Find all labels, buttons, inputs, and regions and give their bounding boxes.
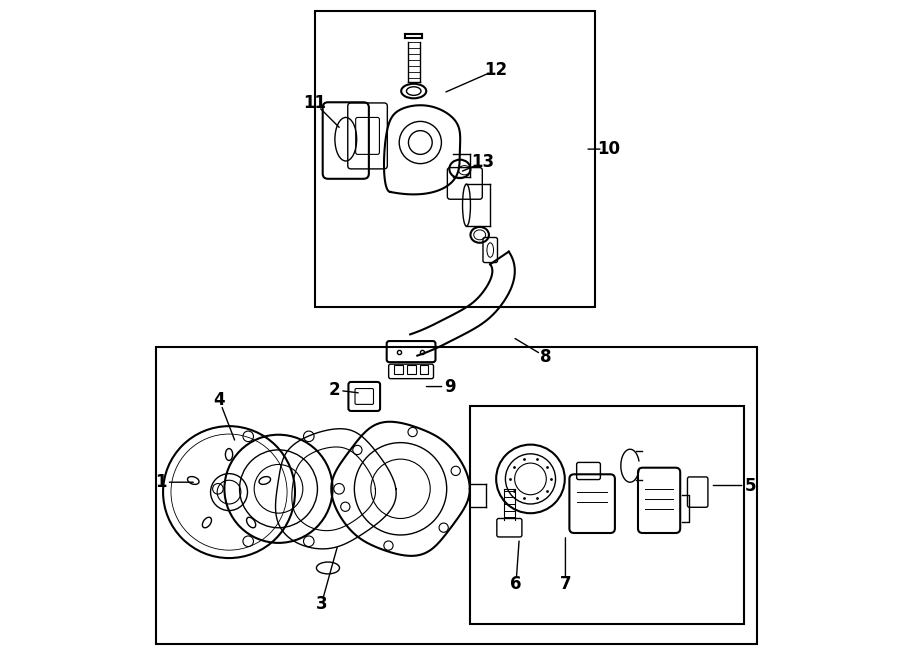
Text: 10: 10: [597, 140, 620, 158]
Text: 4: 4: [213, 391, 225, 408]
Text: 8: 8: [540, 348, 552, 366]
Text: 12: 12: [484, 61, 508, 79]
Text: 6: 6: [510, 576, 522, 594]
Bar: [157, 347, 757, 644]
Text: 1: 1: [156, 473, 166, 491]
Text: 9: 9: [445, 377, 455, 395]
Text: 3: 3: [316, 596, 328, 613]
Bar: [470, 407, 743, 624]
Text: 2: 2: [328, 381, 340, 399]
Text: 11: 11: [303, 94, 327, 112]
Text: 13: 13: [472, 153, 494, 171]
Text: 5: 5: [744, 477, 756, 494]
Bar: [315, 11, 595, 307]
Text: 7: 7: [560, 576, 572, 594]
